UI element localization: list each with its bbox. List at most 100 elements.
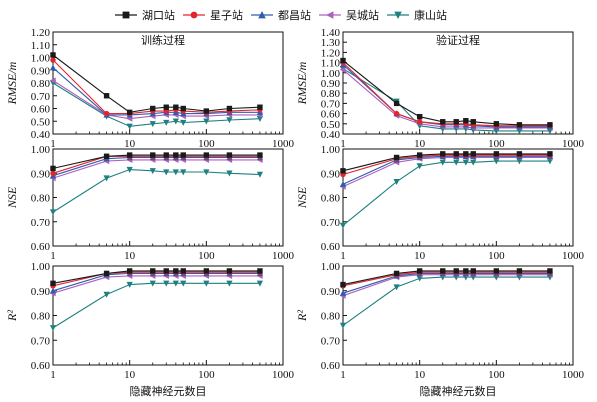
data-point xyxy=(226,268,233,274)
y-tick-label: 0.70 xyxy=(31,335,51,347)
legend-item: 吴城站 xyxy=(319,8,379,22)
x-axis-label: 隐藏神经元数目 xyxy=(130,384,207,398)
series-line xyxy=(342,155,550,185)
y-tick-label: 0.80 xyxy=(31,78,51,90)
legend-item: 湖口站 xyxy=(115,8,175,22)
data-point xyxy=(180,169,187,176)
data-point xyxy=(256,116,264,122)
data-point xyxy=(126,268,133,274)
data-point xyxy=(150,105,156,112)
legend-label: 湖口站 xyxy=(142,8,175,22)
series-line xyxy=(52,271,260,287)
y-tick-label: 0.50 xyxy=(321,119,341,131)
data-point xyxy=(49,287,57,294)
series xyxy=(339,152,554,187)
series xyxy=(340,268,553,288)
data-point xyxy=(203,118,210,125)
y-axis-label: R² xyxy=(5,310,19,322)
data-point xyxy=(103,270,110,277)
data-point xyxy=(226,105,233,112)
legend-marker xyxy=(122,11,130,19)
x-tick-label: 10 xyxy=(414,138,426,150)
data-point xyxy=(463,118,469,124)
data-point xyxy=(416,152,423,158)
y-tick-label: 0.40 xyxy=(321,129,341,141)
data-point xyxy=(163,268,169,274)
y-tick-label: 0.90 xyxy=(31,65,51,77)
y-tick-label: 1.30 xyxy=(321,37,341,49)
series-line xyxy=(342,272,550,294)
y-tick-label: 0.90 xyxy=(321,286,341,298)
data-point xyxy=(339,222,347,229)
legend-marker xyxy=(394,11,402,19)
data-point xyxy=(339,180,347,187)
data-point xyxy=(172,169,179,176)
y-axis-label: R² xyxy=(295,310,309,322)
legend-label: 星子站 xyxy=(210,8,243,22)
data-point xyxy=(470,151,476,157)
series-line xyxy=(342,153,550,172)
data-point xyxy=(339,289,347,296)
series xyxy=(49,166,264,216)
series-line xyxy=(52,67,260,116)
data-point xyxy=(126,109,133,116)
data-point xyxy=(172,280,179,287)
data-point xyxy=(50,52,56,58)
y-tick-label: 1.40 xyxy=(321,27,341,39)
series-line xyxy=(342,154,550,176)
series-line xyxy=(342,62,550,127)
data-point xyxy=(470,268,476,274)
series xyxy=(50,52,263,116)
legend-item: 星子站 xyxy=(183,8,243,22)
series-line xyxy=(52,155,260,174)
data-point xyxy=(340,57,346,64)
series-line xyxy=(52,159,260,179)
data-point xyxy=(163,104,169,110)
y-tick-label: 0.60 xyxy=(321,109,341,121)
x-tick-label: 100 xyxy=(488,369,505,381)
data-point xyxy=(470,159,477,166)
legend-label: 康山站 xyxy=(414,8,447,22)
x-tick-label: 10 xyxy=(414,369,426,381)
x-tick-label: 1000 xyxy=(562,369,585,381)
y-tick-label: 0.70 xyxy=(321,217,341,229)
data-point xyxy=(226,152,233,158)
data-point xyxy=(547,268,553,274)
data-point xyxy=(440,268,446,274)
data-point xyxy=(453,119,459,125)
x-tick-label: 1 xyxy=(340,250,346,262)
data-point xyxy=(49,209,57,216)
y-tick-label: 1.00 xyxy=(321,144,341,156)
data-point xyxy=(493,268,500,274)
data-point xyxy=(463,151,469,157)
data-point xyxy=(416,275,423,282)
data-point xyxy=(163,169,170,176)
data-point xyxy=(50,170,56,176)
y-tick-label: 0.60 xyxy=(321,360,341,372)
data-point xyxy=(180,105,186,112)
data-point xyxy=(49,77,56,84)
x-tick-label: 1000 xyxy=(562,138,585,150)
x-tick-label: 10 xyxy=(414,250,426,262)
y-tick-label: 0.90 xyxy=(31,168,51,180)
y-tick-label: 1.10 xyxy=(321,58,341,70)
data-point xyxy=(256,280,264,287)
x-tick-label: 1 xyxy=(50,138,56,150)
data-point xyxy=(103,291,110,298)
legend-marker xyxy=(190,11,198,19)
y-tick-label: 1.00 xyxy=(321,261,341,273)
x-tick-label: 100 xyxy=(198,369,215,381)
data-point xyxy=(163,119,170,126)
x-tick-label: 1 xyxy=(340,138,346,150)
series-line xyxy=(342,160,550,226)
y-tick-label: 0.70 xyxy=(31,217,51,229)
y-axis-label: RMSE/m xyxy=(5,61,19,105)
x-tick-label: 10 xyxy=(124,369,136,381)
legend-item: 都昌站 xyxy=(251,8,311,22)
data-point xyxy=(173,104,179,110)
y-tick-label: 0.80 xyxy=(321,88,341,100)
legend: 湖口站 星子站 都昌站 吴城站 康山站 xyxy=(115,8,447,22)
y-tick-label: 0.80 xyxy=(31,311,51,323)
plot-frame xyxy=(342,265,574,366)
